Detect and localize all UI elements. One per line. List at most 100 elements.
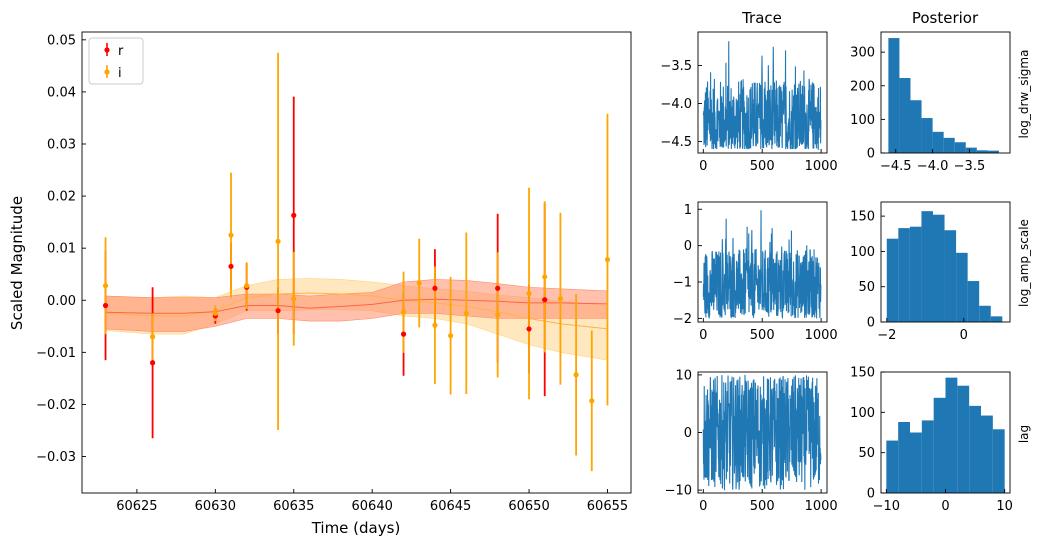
point-i bbox=[102, 283, 109, 289]
point-i bbox=[495, 312, 501, 318]
main-xtick-label: 60630 bbox=[195, 499, 236, 514]
main-xlabel: Time (days) bbox=[311, 519, 401, 537]
point-i bbox=[526, 290, 532, 297]
point-i bbox=[573, 372, 579, 378]
main-frame bbox=[81, 31, 632, 494]
hist-log_amp_scale-ytick-label: 100 bbox=[850, 245, 875, 260]
point-r bbox=[228, 263, 234, 270]
trace-lag-xtick-label: 1000 bbox=[805, 499, 838, 514]
hist-log_amp_scale-frame bbox=[880, 201, 1011, 323]
point-r bbox=[275, 308, 281, 314]
trace-line-log_drw_sigma bbox=[702, 41, 822, 151]
legend-i-marker bbox=[104, 69, 110, 75]
hist-log_drw_sigma-xtick-label: −3.5 bbox=[954, 159, 986, 174]
legend-box bbox=[88, 37, 144, 85]
trace-log_amp_scale-frame bbox=[697, 201, 828, 323]
hist-bar-log_drw_sigma bbox=[899, 78, 911, 153]
main-ytick-label: 0.04 bbox=[47, 85, 76, 100]
hist-bar-log_drw_sigma bbox=[987, 150, 999, 153]
hist-bar-log_drw_sigma bbox=[921, 118, 933, 153]
point-i bbox=[557, 296, 564, 302]
hist-log_amp_scale-xtick-label: 0 bbox=[960, 328, 968, 343]
hist-bar-lag bbox=[957, 385, 970, 493]
main-xtick-label: 60635 bbox=[273, 499, 314, 514]
point-r bbox=[149, 360, 156, 366]
hist-bar-lag bbox=[992, 429, 1005, 493]
hist-lag-xtick-label: 10 bbox=[996, 499, 1013, 514]
trace-log_amp_scale-ytick-label: 1 bbox=[684, 203, 692, 218]
point-i bbox=[589, 398, 595, 404]
trace-lag-frame bbox=[697, 371, 828, 494]
main-ytick-label: 0.01 bbox=[47, 242, 76, 257]
hist-bar-lag bbox=[945, 377, 958, 493]
trace-lag-ytick-label: 0 bbox=[684, 426, 692, 441]
point-i bbox=[149, 334, 156, 340]
hist-log_drw_sigma-ytick-label: 0 bbox=[867, 147, 875, 162]
hist-bar-log_amp_scale bbox=[967, 281, 980, 322]
hist-bar-log_drw_sigma bbox=[932, 131, 944, 153]
trace-line-log_amp_scale bbox=[702, 210, 822, 320]
main-ytick-label: 0.02 bbox=[47, 190, 76, 205]
hist-log_drw_sigma-ytick-label: 300 bbox=[850, 46, 875, 61]
main-ytick-label: −0.02 bbox=[36, 398, 76, 413]
hist-bar-lag bbox=[921, 420, 934, 493]
point-i bbox=[228, 232, 234, 238]
trace-title: Trace bbox=[741, 9, 782, 27]
trace-log_drw_sigma-ytick-label: −4.0 bbox=[660, 97, 692, 112]
hist-bar-log_drw_sigma bbox=[943, 137, 955, 153]
point-r bbox=[526, 326, 532, 332]
hist-log_drw_sigma-frame bbox=[880, 31, 1011, 154]
hist-lag-ytick-label: 50 bbox=[858, 446, 875, 461]
trace-log_drw_sigma-ytick-label: −3.5 bbox=[660, 59, 692, 74]
posterior-ylabel-log-drw-sigma: log_drw_sigma bbox=[1017, 50, 1031, 139]
hist-bar-lag bbox=[886, 440, 899, 493]
hist-bar-log_drw_sigma bbox=[954, 142, 966, 153]
legend: r i bbox=[88, 37, 144, 85]
hist-bar-log_amp_scale bbox=[932, 214, 945, 322]
trace-log_amp_scale-ytick-label: −1 bbox=[673, 276, 692, 291]
hist-log_drw_sigma-xtick-label: −4.5 bbox=[880, 159, 912, 174]
trace-log_drw_sigma-xtick-label: 1000 bbox=[805, 159, 838, 174]
hist-bar-log_amp_scale bbox=[990, 316, 1003, 322]
hist-bar-log_amp_scale bbox=[944, 230, 957, 322]
light-curve-panel: 60625 60630 60635 60640 60645 60650 60655 −0.03… bbox=[36, 31, 632, 514]
main-ytick-label: −0.03 bbox=[36, 450, 76, 465]
point-i bbox=[416, 280, 422, 286]
point-r bbox=[400, 331, 407, 337]
trace-log_drw_sigma-ytick-label: −4.5 bbox=[660, 135, 692, 150]
hist-log_drw_sigma-ytick-label: 100 bbox=[850, 113, 875, 128]
trace-log_amp_scale-xtick-label: 1000 bbox=[805, 328, 838, 343]
main-ytick-label: −0.01 bbox=[36, 346, 76, 361]
point-i bbox=[463, 310, 469, 316]
trace-lag-xtick-label: 500 bbox=[750, 499, 775, 514]
hist-bar-lag bbox=[969, 405, 982, 493]
posterior-title: Posterior bbox=[912, 9, 979, 27]
point-i bbox=[604, 257, 611, 263]
hist-bar-log_amp_scale bbox=[898, 228, 910, 322]
main-xtick-label: 60640 bbox=[352, 499, 393, 514]
point-r bbox=[495, 285, 501, 291]
point-r bbox=[291, 212, 297, 218]
hist-bar-lag bbox=[981, 415, 993, 493]
point-i bbox=[291, 296, 297, 302]
hist-log_amp_scale-xtick-label: −2 bbox=[877, 328, 896, 343]
legend-r-label: r bbox=[118, 44, 124, 59]
hist-bar-log_amp_scale bbox=[979, 305, 991, 322]
hist-lag-frame bbox=[880, 371, 1011, 494]
point-i bbox=[212, 310, 218, 316]
hist-bar-log_drw_sigma bbox=[888, 38, 900, 153]
posterior-ylabel-lag: lag bbox=[1017, 425, 1031, 443]
trace-log_amp_scale-ytick-label: 0 bbox=[684, 239, 692, 254]
point-r bbox=[102, 302, 109, 309]
hist-log_amp_scale-ytick-label: 50 bbox=[858, 280, 875, 295]
hist-log_drw_sigma-ytick-label: 200 bbox=[850, 79, 875, 94]
trace-lag-ytick-label: −10 bbox=[665, 484, 692, 499]
main-xtick-label: 60650 bbox=[508, 499, 549, 514]
trace-log_amp_scale-ytick-label: −2 bbox=[673, 312, 692, 327]
main-ytick-label: 0.05 bbox=[47, 33, 76, 48]
main-ytick-label: 0.00 bbox=[47, 294, 76, 309]
trace-panel-log-amp-scale: 0 500 1000 −2 −1 0 1 bbox=[673, 201, 838, 343]
trace-panel-lag: 0 500 1000 −10 0 10 bbox=[665, 368, 838, 514]
posterior-ylabel-log-amp-scale: log_amp_scale bbox=[1017, 219, 1031, 307]
